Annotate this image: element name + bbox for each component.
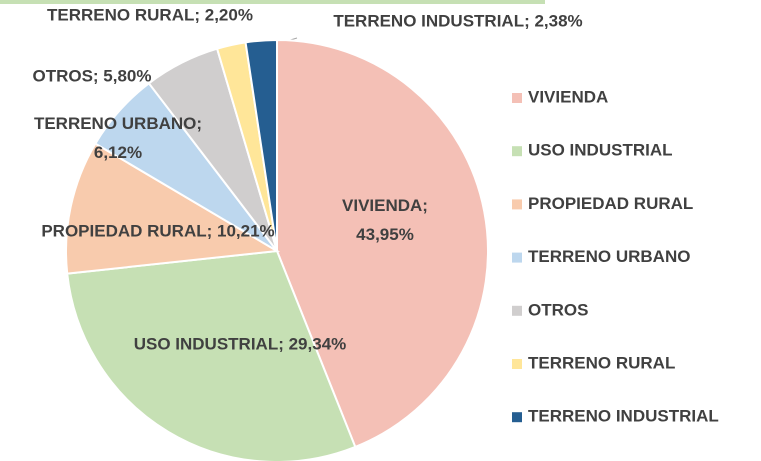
data-label-line: 43,95% [356, 225, 414, 244]
legend-label: OTROS [528, 300, 588, 319]
legend-label: USO INDUSTRIAL [528, 141, 673, 160]
data-label-line: TERRENO URBANO; [34, 114, 202, 133]
data-label: TERRENO RURAL; 2,20% [47, 5, 253, 24]
legend-label: PROPIEDAD RURAL [528, 194, 693, 213]
data-label: OTROS; 5,80% [32, 66, 151, 85]
legend-swatch [512, 305, 522, 316]
legend-label: TERRENO RURAL [528, 353, 675, 372]
legend-swatch [512, 412, 522, 423]
pie-slice [244, 38, 278, 252]
data-label: TERRENO URBANO; 6,12% [34, 114, 202, 162]
data-label: PROPIEDAD RURAL; 10,21% [41, 221, 274, 240]
data-label: VIVIENDA; 43,95% [342, 196, 428, 244]
legend-swatch [512, 93, 522, 103]
legend-swatch [512, 146, 522, 157]
top-rule [0, 0, 545, 4]
legend-swatch [512, 359, 522, 369]
data-label: USO INDUSTRIAL; 29,34% [134, 334, 347, 353]
legend-label: VIVIENDA [528, 87, 608, 106]
data-label-line: VIVIENDA; [342, 196, 428, 215]
pie-slice [66, 249, 357, 461]
legend-swatch [512, 199, 522, 210]
pie-slice [276, 38, 489, 449]
legend-swatch [512, 252, 522, 263]
pie-slice [65, 142, 281, 275]
legend-label: TERRENO INDUSTRIAL [528, 407, 719, 426]
data-label-line: 6,12% [94, 143, 142, 162]
legend-label: TERRENO URBANO [528, 247, 690, 266]
data-label: TERRENO INDUSTRIAL; 2,38% [333, 11, 582, 30]
